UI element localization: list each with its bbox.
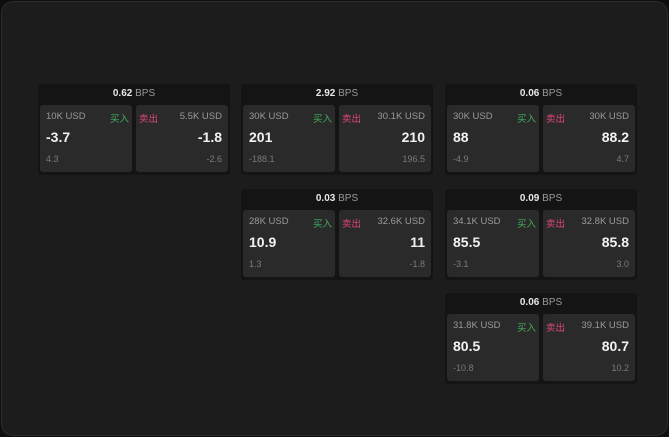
ask-price: -1.8 <box>197 129 222 145</box>
sell-label: 卖出 <box>546 219 566 230</box>
buy-label: 买入 <box>312 219 332 230</box>
spread-value: 0.62 <box>112 88 133 99</box>
buy-panel[interactable]: 10K USD 买入 -3.7 4.3 <box>40 105 132 172</box>
sell-panel[interactable]: 30K USD 卖出 88.2 4.7 <box>543 105 635 172</box>
sell-panel[interactable]: 30.1K USD 卖出 210 196.5 <box>339 105 431 172</box>
sell-panel[interactable]: 32.6K USD 卖出 11 -1.8 <box>339 210 431 277</box>
ask-change: 3.0 <box>616 259 629 269</box>
quote-card: 2.92 BPS 30K USD 买入 201 -188.1 30.1K USD… <box>241 84 433 175</box>
ask-price: 88.2 <box>601 129 629 145</box>
spread-header: 0.09 BPS <box>445 189 637 209</box>
buy-panel[interactable]: 28K USD 买入 10.9 1.3 <box>243 210 335 277</box>
ask-change: -1.8 <box>409 259 425 269</box>
spread-unit: BPS <box>542 297 563 308</box>
spread-header: 0.03 BPS <box>241 189 433 209</box>
buy-label: 买入 <box>312 114 332 125</box>
spread-unit: BPS <box>542 88 563 99</box>
bid-quantity: 30K USD <box>249 111 289 122</box>
spread-value: 0.03 <box>315 193 336 204</box>
ask-quantity: 39.1K USD <box>581 320 629 331</box>
sell-label: 卖出 <box>342 219 362 230</box>
sell-label: 卖出 <box>342 114 362 125</box>
spread-value: 0.06 <box>519 297 540 308</box>
ask-price: 85.8 <box>601 234 629 250</box>
bid-quantity: 31.8K USD <box>453 320 501 331</box>
bid-change: -3.1 <box>453 259 469 269</box>
bid-change: -10.8 <box>453 363 474 373</box>
bid-change: -4.9 <box>453 154 469 164</box>
ask-quantity: 30K USD <box>589 111 629 122</box>
ask-change: 196.5 <box>402 154 425 164</box>
bid-price: -3.7 <box>46 129 71 145</box>
buy-panel[interactable]: 34.1K USD 买入 85.5 -3.1 <box>447 210 539 277</box>
bid-price: 10.9 <box>249 234 277 250</box>
ask-quantity: 5.5K USD <box>179 111 222 122</box>
bid-quantity: 28K USD <box>249 216 289 227</box>
bid-quantity: 34.1K USD <box>453 216 501 227</box>
buy-panel[interactable]: 30K USD 买入 88 -4.9 <box>447 105 539 172</box>
bid-quantity: 10K USD <box>46 111 86 122</box>
ask-quantity: 32.8K USD <box>581 216 629 227</box>
ask-price: 80.7 <box>601 338 629 354</box>
spread-unit: BPS <box>338 88 359 99</box>
bid-quantity: 30K USD <box>453 111 493 122</box>
sell-label: 卖出 <box>546 323 566 334</box>
spread-value: 0.09 <box>519 193 540 204</box>
buy-label: 买入 <box>109 114 129 125</box>
buy-panel[interactable]: 31.8K USD 买入 80.5 -10.8 <box>447 314 539 381</box>
sell-panel[interactable]: 32.8K USD 卖出 85.8 3.0 <box>543 210 635 277</box>
bid-change: 4.3 <box>46 154 59 164</box>
ask-change: 10.2 <box>611 363 629 373</box>
ask-quantity: 30.1K USD <box>377 111 425 122</box>
sell-label: 卖出 <box>546 114 566 125</box>
ask-change: -2.6 <box>206 154 222 164</box>
spread-header: 2.92 BPS <box>241 84 433 104</box>
spread-unit: BPS <box>135 88 156 99</box>
bid-price: 201 <box>249 129 273 145</box>
buy-label: 买入 <box>516 114 536 125</box>
bid-change: -188.1 <box>249 154 275 164</box>
spread-header: 0.06 BPS <box>445 84 637 104</box>
ask-price: 210 <box>401 129 425 145</box>
spread-header: 0.62 BPS <box>38 84 230 104</box>
quote-card: 0.06 BPS 31.8K USD 买入 80.5 -10.8 39.1K U… <box>445 293 637 384</box>
quote-card: 0.03 BPS 28K USD 买入 10.9 1.3 32.6K USD 卖… <box>241 189 433 280</box>
bid-price: 80.5 <box>453 338 481 354</box>
ask-quantity: 32.6K USD <box>377 216 425 227</box>
sell-panel[interactable]: 5.5K USD 卖出 -1.8 -2.6 <box>136 105 228 172</box>
ask-price: 11 <box>410 234 425 250</box>
spread-unit: BPS <box>338 193 359 204</box>
sell-panel[interactable]: 39.1K USD 卖出 80.7 10.2 <box>543 314 635 381</box>
spread-header: 0.06 BPS <box>445 293 637 313</box>
spread-value: 0.06 <box>519 88 540 99</box>
quote-card: 0.09 BPS 34.1K USD 买入 85.5 -3.1 32.8K US… <box>445 189 637 280</box>
spread-value: 2.92 <box>315 88 336 99</box>
sell-label: 卖出 <box>139 114 159 125</box>
bid-price: 85.5 <box>453 234 481 250</box>
ask-change: 4.7 <box>616 154 629 164</box>
quote-card: 0.06 BPS 30K USD 买入 88 -4.9 30K USD 卖出 8… <box>445 84 637 175</box>
spread-unit: BPS <box>542 193 563 204</box>
buy-label: 买入 <box>516 219 536 230</box>
bid-change: 1.3 <box>249 259 262 269</box>
quote-card: 0.62 BPS 10K USD 买入 -3.7 4.3 5.5K USD 卖出… <box>38 84 230 175</box>
buy-label: 买入 <box>516 323 536 334</box>
bid-price: 88 <box>453 129 469 145</box>
buy-panel[interactable]: 30K USD 买入 201 -188.1 <box>243 105 335 172</box>
